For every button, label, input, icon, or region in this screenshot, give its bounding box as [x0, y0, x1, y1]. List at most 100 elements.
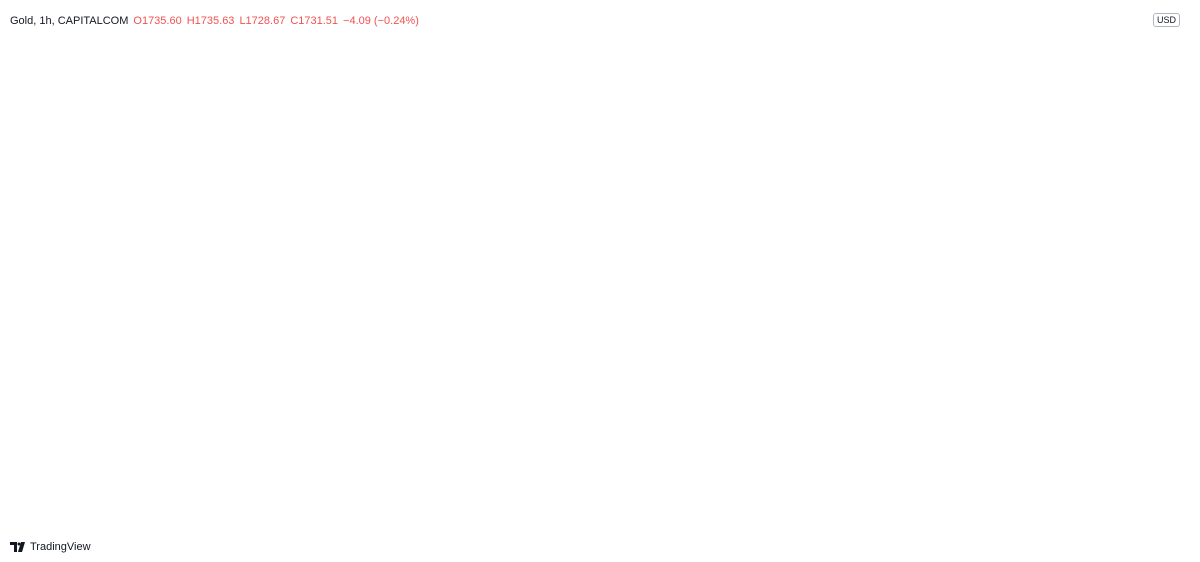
fib-label: 0.117(1682.81): [1059, 322, 1133, 334]
candle-body: [481, 110, 487, 112]
countdown-label: 00:10: [1151, 255, 1179, 267]
fib-area: [524, 8, 1140, 448]
x-tick-label: 26: [65, 515, 77, 527]
candle-body: [131, 134, 137, 137]
candle-body: [371, 106, 377, 111]
fib-trend: [523, 76, 771, 369]
candle-body: [431, 103, 437, 111]
candle-body: [381, 106, 387, 114]
candle-body: [11, 117, 17, 119]
candle-body: [451, 111, 457, 116]
resistance-zone: [8, 187, 1140, 208]
level-tag: [1141, 199, 1189, 216]
y-tick-label: 1720: [1148, 263, 1172, 275]
candle-body: [621, 123, 627, 128]
x-tick-label: Aug: [366, 515, 387, 527]
fib-area: [524, 8, 1140, 188]
y-tick-label: 1740: [1148, 229, 1172, 241]
level-tag-label: 1755.66: [1145, 202, 1185, 214]
y-tick-label: 1640: [1148, 402, 1172, 414]
candle-body: [721, 234, 727, 258]
close: C1731.51: [290, 15, 339, 27]
fib-label: 0.5(1747.29): [1071, 210, 1133, 222]
candle-body: [151, 132, 157, 140]
candle-body: [401, 111, 407, 118]
y-tick-label: 1840: [1148, 56, 1172, 68]
brand-icon: [10, 542, 25, 552]
candle-body: [341, 78, 347, 86]
brand-text: TradingView: [30, 541, 91, 553]
x-tick-label: 11: [799, 515, 810, 527]
candle-body: [711, 226, 717, 235]
candle-body: [101, 115, 107, 118]
candle-body: [661, 168, 667, 194]
symbol: Gold, 1h, CAPITALCOM: [10, 15, 129, 27]
last-price-tag: [1141, 240, 1189, 269]
candle-body: [501, 108, 507, 114]
candle-body: [391, 113, 397, 118]
candle-body: [511, 104, 517, 109]
candle-body: [31, 115, 37, 124]
candle-body: [231, 129, 237, 133]
change: −4.09 (−0.24%): [343, 15, 419, 27]
candle-body: [441, 110, 447, 112]
x-tick-label: 18: [1106, 515, 1118, 527]
candle-body: [251, 113, 257, 126]
candle-body: [281, 85, 287, 97]
level-tag-label: 1702.68: [1145, 293, 1185, 305]
candle-body: [321, 80, 327, 83]
y-tick-label: 1660: [1148, 367, 1172, 379]
price-axis: [1140, 0, 1200, 562]
y-tick-label: 1700: [1148, 298, 1172, 310]
candle-body: [521, 96, 527, 105]
candle-body: [531, 82, 537, 97]
arrow-down: [781, 221, 808, 356]
fib-label: 0.786(1795.43): [1058, 127, 1133, 139]
candle-body: [21, 118, 27, 124]
candle-body: [491, 110, 497, 114]
candle-body: [671, 191, 677, 194]
y-tick-label: 1760: [1148, 194, 1172, 206]
candle-body: [351, 85, 357, 93]
trendline: [540, 73, 867, 224]
candle-body: [271, 96, 277, 100]
y-tick-label: 1620: [1148, 436, 1172, 448]
candle-body: [761, 243, 767, 247]
fib-label: 0.236(1702.84): [1058, 287, 1133, 299]
candle-body: [741, 250, 747, 259]
candle-body: [701, 226, 707, 253]
y-tick-label: 1780: [1148, 159, 1172, 171]
candle-body: [211, 120, 217, 128]
x-tick-label: 12:00: [271, 515, 299, 527]
brand: TradingView: [10, 541, 91, 553]
candle-body: [241, 125, 247, 130]
candle-body: [291, 80, 297, 86]
x-tick-label: 4: [496, 515, 502, 527]
candle-body: [61, 125, 67, 128]
candle-body: [361, 92, 367, 111]
last-price-label: 1731.51: [1145, 243, 1185, 255]
candle-body: [631, 127, 637, 130]
y-tick-label: 1600: [1148, 471, 1172, 483]
fib-area: [524, 8, 1140, 368]
level-tag-label: 1682.76: [1145, 328, 1185, 340]
level-tag: [1141, 179, 1189, 196]
candle-body: [571, 113, 577, 116]
candle-body: [681, 191, 687, 305]
candle-body: [51, 127, 57, 137]
candle-body: [771, 242, 777, 250]
x-tick-label: 28: [188, 515, 200, 527]
candle-body: [181, 125, 187, 131]
fib-area: [524, 8, 1140, 257]
candle-body: [581, 110, 587, 116]
x-tick-label: 12:00: [882, 515, 910, 527]
fib-area: [524, 8, 1140, 510]
fib-area: [524, 8, 1140, 139]
candle-body: [111, 115, 117, 130]
fib-label: 1(1831.46): [1080, 64, 1133, 76]
currency-button[interactable]: USD: [1153, 13, 1181, 27]
x-tick-label: 16: [983, 515, 995, 527]
